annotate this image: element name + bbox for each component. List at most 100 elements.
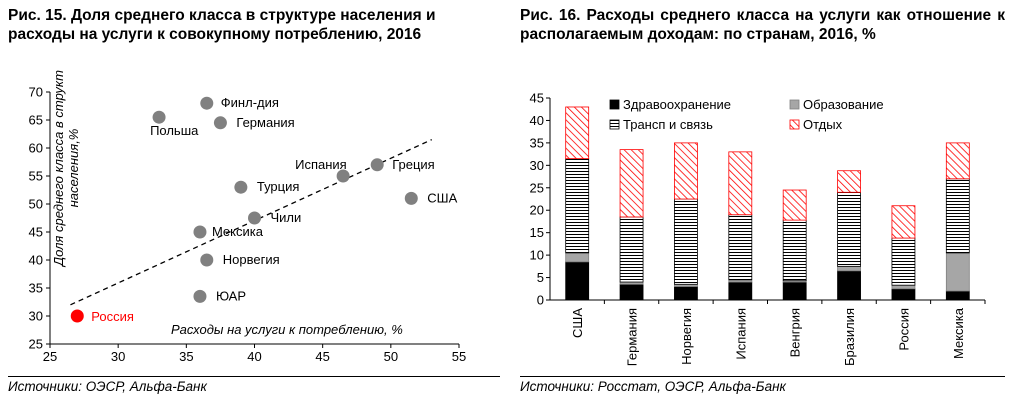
y-tick-label: 60	[29, 141, 43, 156]
y-tick-label: 65	[29, 113, 43, 128]
bar-segment	[945, 142, 970, 180]
left-chart-title: Рис. 15. Доля среднего класса в структур…	[8, 7, 436, 43]
legend-swatch	[789, 119, 800, 130]
scatter-point	[200, 96, 214, 110]
point-label: ЮАР	[216, 288, 246, 303]
point-label: Испания	[295, 157, 347, 172]
point-label: Польша	[150, 123, 199, 138]
stacked-bar-chart: 0 5 10 15 20 25 30 35 40 45 США Германия Норвегия Исп…	[530, 91, 986, 366]
y-tick-label: 70	[29, 85, 43, 100]
y-tick-label: 55	[29, 169, 43, 184]
bar-segment	[945, 290, 970, 301]
y-tick-label: 25	[29, 337, 43, 352]
x-category-label: Норвегия	[679, 308, 694, 365]
right-source-divider	[520, 376, 1005, 377]
x-tick-label: 30	[111, 349, 125, 364]
bar-segment	[782, 219, 807, 282]
bar-segment	[619, 216, 644, 283]
bar-segment	[728, 281, 753, 301]
y-tick-label: 30	[530, 158, 544, 173]
point-label: Турция	[257, 179, 300, 194]
scatter-point	[336, 169, 350, 183]
y-axis-title-line2: населения,%	[66, 129, 81, 208]
point-label: Финл-дия	[221, 95, 279, 110]
y-tick-label: 0	[537, 293, 544, 308]
bar-segment	[674, 142, 698, 200]
bar-segment	[837, 170, 861, 193]
point-label: США	[427, 190, 457, 205]
point-label: Норвегия	[223, 252, 280, 267]
right-chart-title: Рис. 16. Расходы среднего класса на услу…	[520, 7, 1005, 43]
point-label: Чили	[271, 210, 302, 225]
scatter-point	[248, 211, 261, 225]
scatter-point	[70, 309, 84, 323]
x-tick-label: 50	[384, 349, 398, 364]
bar-segment	[782, 189, 807, 221]
bar-segment	[674, 286, 698, 301]
point-label: Россия	[91, 309, 134, 324]
x-category-label: Венгрия	[788, 308, 803, 357]
scatter-point	[234, 180, 248, 194]
y-tick-label: 10	[530, 248, 544, 263]
legend-label: Здравоохранение	[623, 97, 731, 112]
y-tick-label: 45	[530, 91, 544, 106]
scatter-point	[200, 253, 214, 267]
bar-segment	[891, 205, 916, 239]
x-axis-title: Расходы на услуги к потреблению, %	[171, 322, 403, 337]
y-tick-label: 35	[530, 135, 544, 150]
x-tick-label: 40	[247, 349, 261, 364]
y-axis-title-group: Доля среднего класса в структ населения,%	[51, 70, 81, 268]
scatter-point	[404, 191, 418, 205]
bar-segment	[674, 198, 698, 285]
legend-label: Образование	[803, 97, 884, 112]
scatter-chart: 25 30 35 40 45 50 55 25 30 35 40 45 50 55 60 65 70 Финл-д…	[29, 70, 467, 364]
legend-swatch	[609, 119, 620, 130]
x-tick-label: 45	[315, 349, 329, 364]
point-label: Мексика	[212, 224, 264, 239]
y-tick-label: 20	[530, 203, 544, 218]
y-tick-label: 25	[530, 180, 544, 195]
left-source-divider	[8, 376, 500, 377]
bar-segment	[891, 284, 916, 290]
bar-segment	[565, 261, 590, 301]
x-category-label: Бразилия	[842, 308, 857, 366]
bar-segment	[565, 158, 590, 254]
legend-swatch	[789, 99, 800, 110]
right-source-note: Источники: Росстат, ОЭСР, Альфа-Банк	[520, 379, 786, 394]
x-tick-label: 55	[452, 349, 466, 364]
y-tick-label: 45	[29, 225, 43, 240]
y-tick-label: 5	[537, 270, 544, 285]
point-label: Германия	[236, 115, 294, 130]
x-category-label: Испания	[733, 308, 748, 360]
scatter-point	[152, 110, 166, 124]
legend-swatch	[609, 99, 620, 110]
bar-segment	[728, 214, 753, 281]
bar-segment	[565, 106, 590, 159]
y-tick-label: 50	[29, 197, 43, 212]
bar-segment	[728, 151, 753, 216]
bar-segment	[619, 283, 644, 301]
bar-segment	[945, 178, 970, 254]
y-axis-title-line1: Доля среднего класса в структ	[51, 70, 66, 268]
x-category-label: США	[570, 308, 585, 338]
x-category-label: Мексика	[951, 307, 966, 359]
scatter-point	[193, 289, 207, 303]
bar-segment	[945, 252, 970, 292]
scatter-point	[370, 158, 384, 172]
bar-segment	[619, 149, 644, 218]
x-category-label: Германия	[625, 308, 640, 366]
bar-segment	[891, 288, 916, 301]
bar-segment	[837, 265, 861, 272]
x-category-label: Россия	[896, 308, 911, 351]
y-tick-label: 35	[29, 281, 43, 296]
legend-label: Отдых	[803, 117, 843, 132]
left-source-note: Источники: ОЭСР, Альфа-Банк	[8, 379, 207, 394]
bar-segment	[837, 270, 861, 301]
x-tick-label: 35	[179, 349, 193, 364]
y-tick-label: 40	[530, 113, 544, 128]
y-tick-label: 15	[530, 225, 544, 240]
x-tick-label: 25	[43, 349, 57, 364]
legend-label: Трансп и связь	[623, 117, 713, 132]
bar-segment	[891, 237, 916, 286]
y-tick-label: 40	[29, 253, 43, 268]
